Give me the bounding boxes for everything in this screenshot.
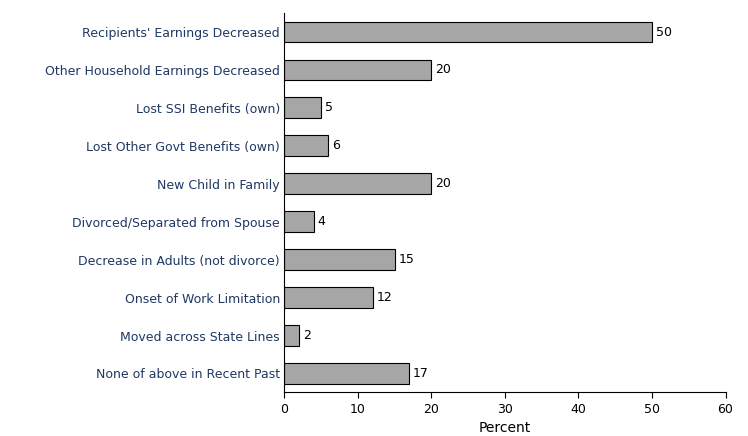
Text: 2: 2 [303, 329, 310, 342]
Text: 17: 17 [413, 367, 429, 380]
Text: 12: 12 [376, 291, 392, 304]
Bar [284, 211, 313, 232]
Bar [284, 174, 432, 194]
Text: 20: 20 [435, 64, 451, 76]
X-axis label: Percent: Percent [479, 421, 531, 436]
Text: 15: 15 [398, 253, 414, 266]
Bar [284, 136, 328, 156]
Bar [284, 325, 299, 346]
Bar [284, 98, 321, 118]
Bar [284, 363, 409, 384]
Text: 5: 5 [325, 102, 333, 114]
Bar [284, 60, 432, 80]
Text: 50: 50 [656, 26, 672, 38]
Text: 20: 20 [435, 177, 451, 190]
Bar [284, 22, 652, 42]
Text: 6: 6 [332, 140, 340, 152]
Bar [284, 249, 395, 270]
Text: 4: 4 [317, 215, 325, 228]
Bar [284, 287, 373, 308]
